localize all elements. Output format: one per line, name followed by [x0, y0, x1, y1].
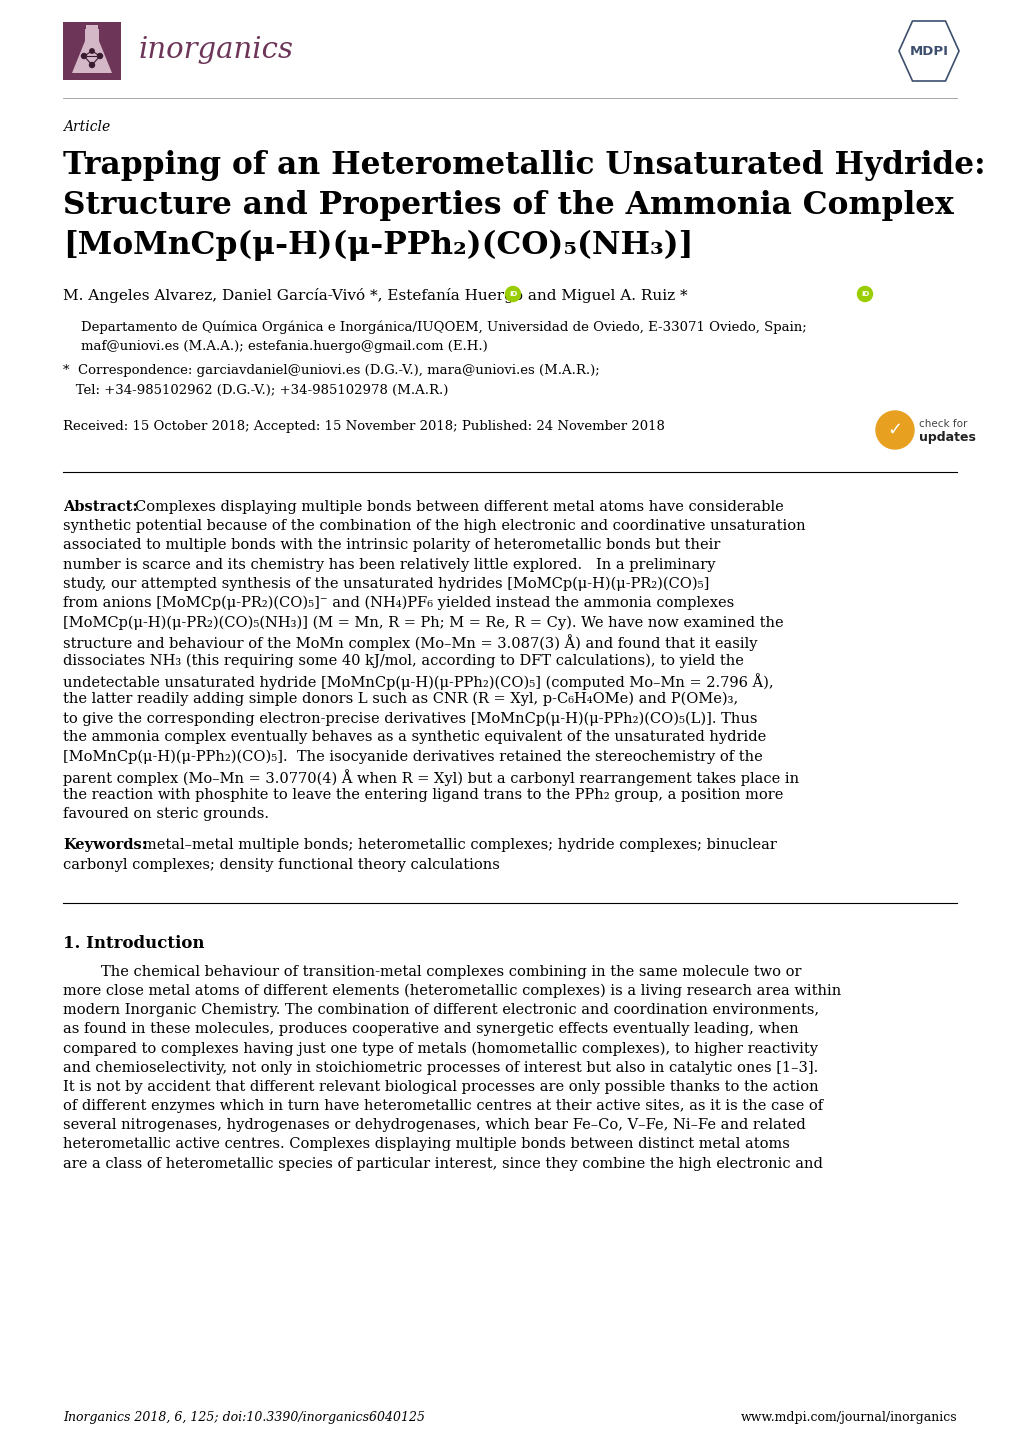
Text: of different enzymes which in turn have heterometallic centres at their active s: of different enzymes which in turn have …	[63, 1099, 822, 1113]
Text: iD: iD	[508, 291, 517, 297]
Text: 1. Introduction: 1. Introduction	[63, 934, 204, 952]
Text: dissociates NH₃ (this requiring some 40 kJ/mol, according to DFT calculations), : dissociates NH₃ (this requiring some 40 …	[63, 653, 743, 668]
Text: several nitrogenases, hydrogenases or dehydrogenases, which bear Fe–Co, V–Fe, Ni: several nitrogenases, hydrogenases or de…	[63, 1118, 805, 1132]
Circle shape	[505, 287, 520, 301]
FancyBboxPatch shape	[63, 22, 121, 79]
Text: inorganics: inorganics	[139, 36, 293, 63]
Circle shape	[98, 53, 102, 59]
Text: Structure and Properties of the Ammonia Complex: Structure and Properties of the Ammonia …	[63, 190, 953, 221]
Text: carbonyl complexes; density functional theory calculations: carbonyl complexes; density functional t…	[63, 858, 499, 871]
Text: www.mdpi.com/journal/inorganics: www.mdpi.com/journal/inorganics	[740, 1412, 956, 1425]
Text: favoured on steric grounds.: favoured on steric grounds.	[63, 808, 269, 820]
Text: associated to multiple bonds with the intrinsic polarity of heterometallic bonds: associated to multiple bonds with the in…	[63, 538, 719, 552]
Text: Departamento de Química Orgánica e Inorgánica/IUQOEM, Universidad de Oviedo, E-3: Departamento de Química Orgánica e Inorg…	[81, 320, 806, 333]
Text: Keywords:: Keywords:	[63, 838, 147, 852]
Text: Received: 15 October 2018; Accepted: 15 November 2018; Published: 24 November 20: Received: 15 October 2018; Accepted: 15 …	[63, 420, 664, 433]
Text: compared to complexes having just one type of metals (homometallic complexes), t: compared to complexes having just one ty…	[63, 1041, 817, 1056]
Text: Inorganics 2018, 6, 125; doi:10.3390/inorganics6040125: Inorganics 2018, 6, 125; doi:10.3390/ino…	[63, 1412, 425, 1425]
Text: structure and behaviour of the MoMn complex (Mo–Mn = 3.087(3) Å) and found that : structure and behaviour of the MoMn comp…	[63, 634, 757, 652]
Text: Article: Article	[63, 120, 110, 134]
Text: maf@uniovi.es (M.A.A.); estefania.huergo@gmail.com (E.H.): maf@uniovi.es (M.A.A.); estefania.huergo…	[81, 340, 487, 353]
Text: ✓: ✓	[887, 421, 902, 438]
Polygon shape	[72, 29, 112, 74]
Polygon shape	[87, 25, 98, 29]
Text: number is scarce and its chemistry has been relatively little explored.   In a p: number is scarce and its chemistry has b…	[63, 558, 714, 571]
Text: heterometallic active centres. Complexes displaying multiple bonds between disti: heterometallic active centres. Complexes…	[63, 1138, 789, 1151]
Text: to give the corresponding electron-precise derivatives [MoMnCp(μ-H)(μ-PPh₂)(CO)₅: to give the corresponding electron-preci…	[63, 711, 757, 725]
Text: It is not by accident that different relevant biological processes are only poss: It is not by accident that different rel…	[63, 1080, 818, 1094]
Circle shape	[875, 411, 913, 448]
Text: updates: updates	[918, 431, 975, 444]
Circle shape	[82, 53, 87, 59]
Text: Complexes displaying multiple bonds between different metal atoms have considera: Complexes displaying multiple bonds betw…	[135, 500, 783, 513]
Text: The chemical behaviour of transition-metal complexes combining in the same molec: The chemical behaviour of transition-met…	[101, 965, 801, 979]
Text: are a class of heterometallic species of particular interest, since they combine: are a class of heterometallic species of…	[63, 1156, 822, 1171]
Circle shape	[90, 49, 94, 53]
Text: the ammonia complex eventually behaves as a synthetic equivalent of the unsatura: the ammonia complex eventually behaves a…	[63, 731, 765, 744]
Text: MDPI: MDPI	[909, 45, 948, 58]
Text: [MoMnCp(μ-H)(μ-PPh₂)(CO)₅(NH₃)]: [MoMnCp(μ-H)(μ-PPh₂)(CO)₅(NH₃)]	[63, 231, 693, 261]
Text: from anions [MoMCp(μ-PR₂)(CO)₅]⁻ and (NH₄)PF₆ yielded instead the ammonia comple: from anions [MoMCp(μ-PR₂)(CO)₅]⁻ and (NH…	[63, 596, 734, 610]
Text: Tel: +34-985102962 (D.G.-V.); +34-985102978 (M.A.R.): Tel: +34-985102962 (D.G.-V.); +34-985102…	[63, 384, 448, 397]
Text: as found in these molecules, produces cooperative and synergetic effects eventua: as found in these molecules, produces co…	[63, 1022, 798, 1037]
Text: modern Inorganic Chemistry. The combination of different electronic and coordina: modern Inorganic Chemistry. The combinat…	[63, 1004, 818, 1017]
Text: and chemioselectivity, not only in stoichiometric processes of interest but also: and chemioselectivity, not only in stoic…	[63, 1061, 817, 1074]
Text: check for: check for	[918, 420, 966, 430]
Text: [MoMCp(μ-H)(μ-PR₂)(CO)₅(NH₃)] (M = Mn, R = Ph; M = Re, R = Cy). We have now exam: [MoMCp(μ-H)(μ-PR₂)(CO)₅(NH₃)] (M = Mn, R…	[63, 616, 783, 630]
Text: metal–metal multiple bonds; heterometallic complexes; hydride complexes; binucle: metal–metal multiple bonds; heterometall…	[143, 838, 776, 852]
Text: Abstract:: Abstract:	[63, 500, 138, 513]
Text: iD: iD	[860, 291, 868, 297]
Text: the reaction with phosphite to leave the entering ligand trans to the PPh₂ group: the reaction with phosphite to leave the…	[63, 787, 783, 802]
Text: M. Angeles Alvarez, Daniel García-Vivó *, Estefanía Huergo and Miguel A. Ruiz *: M. Angeles Alvarez, Daniel García-Vivó *…	[63, 288, 687, 303]
Text: undetectable unsaturated hydride [MoMnCp(μ-H)(μ-PPh₂)(CO)₅] (computed Mo–Mn = 2.: undetectable unsaturated hydride [MoMnCp…	[63, 673, 772, 689]
Text: synthetic potential because of the combination of the high electronic and coordi: synthetic potential because of the combi…	[63, 519, 805, 534]
Text: [MoMnCp(μ-H)(μ-PPh₂)(CO)₅].  The isocyanide derivatives retained the stereochemi: [MoMnCp(μ-H)(μ-PPh₂)(CO)₅]. The isocyani…	[63, 750, 762, 764]
Text: the latter readily adding simple donors L such as CNR (R = Xyl, p-C₆H₄OMe) and P: the latter readily adding simple donors …	[63, 692, 738, 707]
Circle shape	[857, 287, 871, 301]
Text: parent complex (Mo–Mn = 3.0770(4) Å when R = Xyl) but a carbonyl rearrangement t: parent complex (Mo–Mn = 3.0770(4) Å when…	[63, 769, 798, 786]
Text: *  Correspondence: garciavdaniel@uniovi.es (D.G.-V.), mara@uniovi.es (M.A.R.);: * Correspondence: garciavdaniel@uniovi.e…	[63, 363, 599, 376]
Text: more close metal atoms of different elements (heterometallic complexes) is a liv: more close metal atoms of different elem…	[63, 983, 841, 998]
Circle shape	[90, 62, 95, 68]
Text: study, our attempted synthesis of the unsaturated hydrides [MoMCp(μ-H)(μ-PR₂)(CO: study, our attempted synthesis of the un…	[63, 577, 708, 591]
Text: Trapping of an Heterometallic Unsaturated Hydride:: Trapping of an Heterometallic Unsaturate…	[63, 150, 984, 182]
